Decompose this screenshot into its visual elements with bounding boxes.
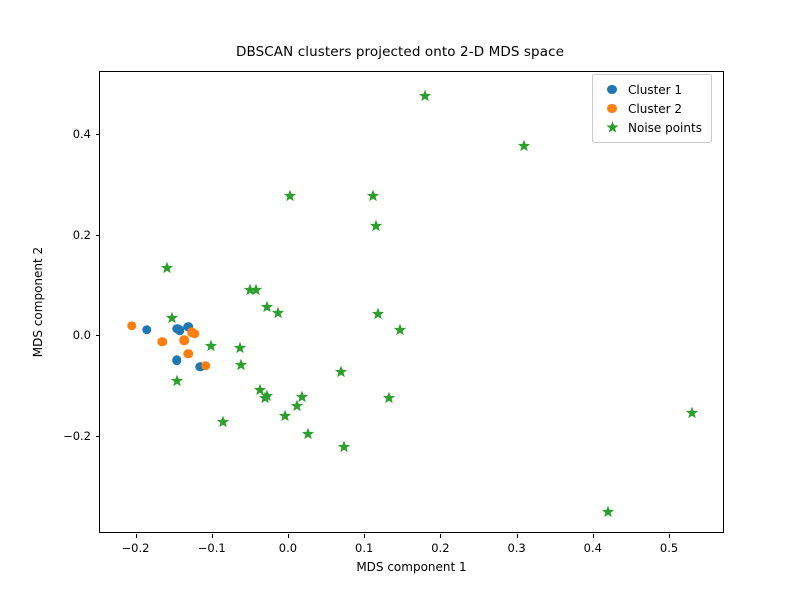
x-axis-tick [287, 534, 290, 538]
data-point [393, 323, 407, 337]
data-point [337, 440, 350, 453]
data-point [166, 311, 179, 324]
data-point [419, 89, 432, 103]
y-axis-tick [96, 335, 100, 337]
x-axis-tick-label: 0.1 [355, 541, 374, 555]
data-point [243, 283, 256, 297]
data-point [171, 355, 182, 366]
data-point [261, 390, 274, 403]
data-point [367, 189, 380, 203]
data-point [190, 328, 200, 339]
data-point [253, 383, 266, 396]
data-point [233, 341, 247, 354]
y-axis-tick-label: 0.2 [72, 227, 91, 242]
data-point [335, 365, 348, 379]
x-axis-tick [669, 534, 671, 538]
circle-marker-icon [599, 103, 625, 114]
data-point [126, 320, 137, 331]
data-point [200, 361, 211, 371]
data-point [160, 262, 173, 275]
data-point [217, 415, 230, 429]
data-point [278, 409, 291, 422]
data-point [183, 349, 193, 359]
plot-frame: −0.2 −0.1 0.0 0.1 0.2 0.3 0.4 0.5 −0.2 0.0 0.2 0.4 [63, 71, 724, 555]
data-point [170, 374, 183, 387]
legend-item-label: Noise points [628, 120, 702, 135]
data-point [301, 427, 314, 440]
data-point [369, 219, 382, 232]
data-point [183, 321, 193, 332]
data-point [601, 505, 615, 518]
data-point [142, 324, 152, 335]
legend-item-label: Cluster 2 [628, 101, 683, 116]
scatter-plot-area [100, 72, 723, 532]
data-point [234, 358, 247, 371]
data-point [195, 362, 206, 372]
data-point [179, 335, 190, 345]
data-point [249, 283, 263, 296]
data-point [271, 306, 285, 319]
x-axis-tick-label: 0.2 [431, 541, 450, 555]
x-axis-tick-label: −0.1 [197, 541, 226, 555]
x-axis-tick-label: 0.4 [583, 541, 602, 555]
legend-item: Noise points [599, 118, 702, 137]
data-point [518, 140, 531, 153]
y-axis-label: MDS component 2 [31, 246, 45, 358]
legend-item: Cluster 2 [599, 99, 702, 118]
x-axis-tick-label: 0.3 [507, 541, 526, 555]
x-axis-tick [211, 534, 213, 538]
x-axis-label: MDS component 1 [356, 560, 467, 574]
x-axis-tick [440, 534, 442, 538]
x-axis-tick-label: −0.2 [121, 541, 150, 555]
y-axis-tick-label: 0.0 [72, 328, 91, 343]
x-axis-tick [364, 534, 366, 538]
data-point [382, 391, 395, 404]
x-axis-tick-label: 0.5 [659, 541, 679, 555]
x-axis-tick-label: 0.0 [278, 541, 298, 555]
data-point [685, 406, 698, 420]
data-point [284, 189, 297, 203]
data-point [204, 339, 218, 352]
legend-item: Cluster 1 [599, 80, 702, 99]
data-point [371, 307, 384, 321]
data-point [261, 300, 274, 313]
x-axis-tick [135, 534, 137, 538]
y-axis-tick-label: 0.4 [72, 127, 91, 142]
y-axis-tick [96, 435, 100, 437]
legend: Cluster 1 Cluster 2 Noise points [592, 74, 712, 143]
legend-item-label: Cluster 1 [628, 82, 683, 97]
data-point [296, 390, 309, 403]
page-title: DBSCAN clusters projected onto 2-D MDS s… [235, 44, 564, 60]
circle-marker-icon [599, 84, 625, 95]
x-axis-tick [592, 534, 594, 538]
y-axis-tick [96, 234, 100, 236]
y-axis-tick-label: −0.2 [63, 428, 91, 443]
data-point [291, 399, 304, 412]
data-point [157, 336, 167, 347]
y-axis-tick [96, 134, 100, 136]
data-point [174, 325, 185, 335]
x-axis-tick [516, 534, 518, 538]
star-marker-icon [599, 121, 625, 134]
